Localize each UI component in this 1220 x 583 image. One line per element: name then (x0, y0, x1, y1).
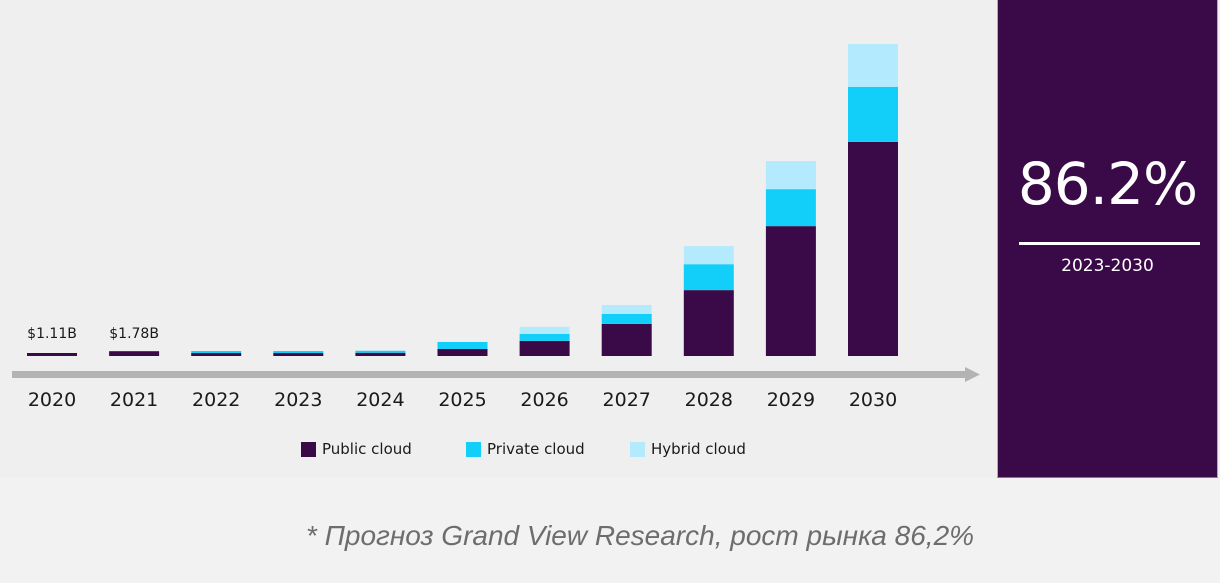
legend-label-public: Public cloud (322, 440, 412, 458)
stacked-bar-chart: 2020 $1.11B 2021 $1.78B 2022 2023 2024 2025 2026… (12, 43, 980, 411)
bar-private-cloud-2024 (355, 350, 406, 353)
x-axis-line (12, 371, 967, 378)
bar-public-cloud-2024 (355, 352, 406, 356)
bar-public-cloud-2030 (848, 141, 898, 356)
growth-stat-panel: 86.2% 2023-2030 (997, 0, 1218, 478)
bar-private-cloud-2029 (765, 189, 816, 227)
bar-hybrid-cloud-2028 (683, 246, 734, 265)
bar-public-cloud-2028 (683, 290, 734, 356)
legend-label-private: Private cloud (487, 440, 585, 458)
legend-item-private-cloud: Private cloud (466, 440, 585, 458)
bar-private-cloud-2027 (601, 313, 652, 324)
stat-divider (1019, 242, 1200, 245)
bar-private-cloud-2022 (191, 351, 242, 354)
x-axis-arrow-icon (965, 367, 980, 382)
x-tick-label-2030: 2030 (849, 389, 897, 411)
data-label-2021: $1.78B (109, 326, 159, 342)
bar-private-cloud-2026 (519, 333, 570, 341)
cagr-period: 2023-2030 (1061, 256, 1154, 276)
x-tick-label-2021: 2021 (110, 389, 158, 411)
x-tick-label-2022: 2022 (192, 389, 240, 411)
legend-swatch-public (301, 441, 316, 457)
bar-private-cloud-2023 (273, 351, 324, 354)
legend-swatch-private (466, 441, 481, 457)
bar-public-cloud-2025 (437, 348, 488, 356)
bar-private-cloud-2025 (437, 341, 488, 349)
chart-area: 2020 $1.11B 2021 $1.78B 2022 2023 2024 2025 2026… (12, 43, 980, 458)
x-tick-label-2024: 2024 (356, 389, 404, 411)
bar-public-cloud-2023 (273, 353, 324, 356)
bar-hybrid-cloud-2026 (519, 326, 570, 334)
bar-public-cloud-2022 (191, 353, 242, 356)
x-tick-label-2020: 2020 (28, 389, 76, 411)
bar-public-cloud-2026 (519, 340, 570, 356)
data-label-2020: $1.11B (27, 326, 77, 342)
bar-public-cloud-2027 (601, 323, 652, 356)
x-tick-label-2025: 2025 (438, 389, 486, 411)
bar-private-cloud-2028 (683, 264, 734, 291)
source-footnote: * Прогноз Grand View Research, рост рынк… (305, 520, 975, 551)
x-tick-label-2026: 2026 (520, 389, 568, 411)
legend-swatch-hybrid (630, 441, 645, 457)
bar-public-cloud-2029 (765, 226, 816, 356)
bar-public-cloud-2020 (27, 353, 77, 356)
bar-hybrid-cloud-2030 (848, 43, 898, 87)
x-tick-label-2029: 2029 (767, 389, 815, 411)
x-tick-label-2023: 2023 (274, 389, 322, 411)
legend-item-public-cloud: Public cloud (301, 440, 412, 458)
cagr-value: 86.2% (1017, 150, 1198, 218)
bar-hybrid-cloud-2027 (601, 304, 652, 314)
x-tick-label-2028: 2028 (685, 389, 733, 411)
bar-hybrid-cloud-2029 (765, 161, 816, 190)
bar-private-cloud-2030 (848, 86, 898, 142)
legend-item-hybrid-cloud: Hybrid cloud (630, 440, 746, 458)
legend-label-hybrid: Hybrid cloud (651, 440, 746, 458)
bar-public-cloud-2021 (109, 351, 160, 356)
x-tick-label-2027: 2027 (603, 389, 651, 411)
